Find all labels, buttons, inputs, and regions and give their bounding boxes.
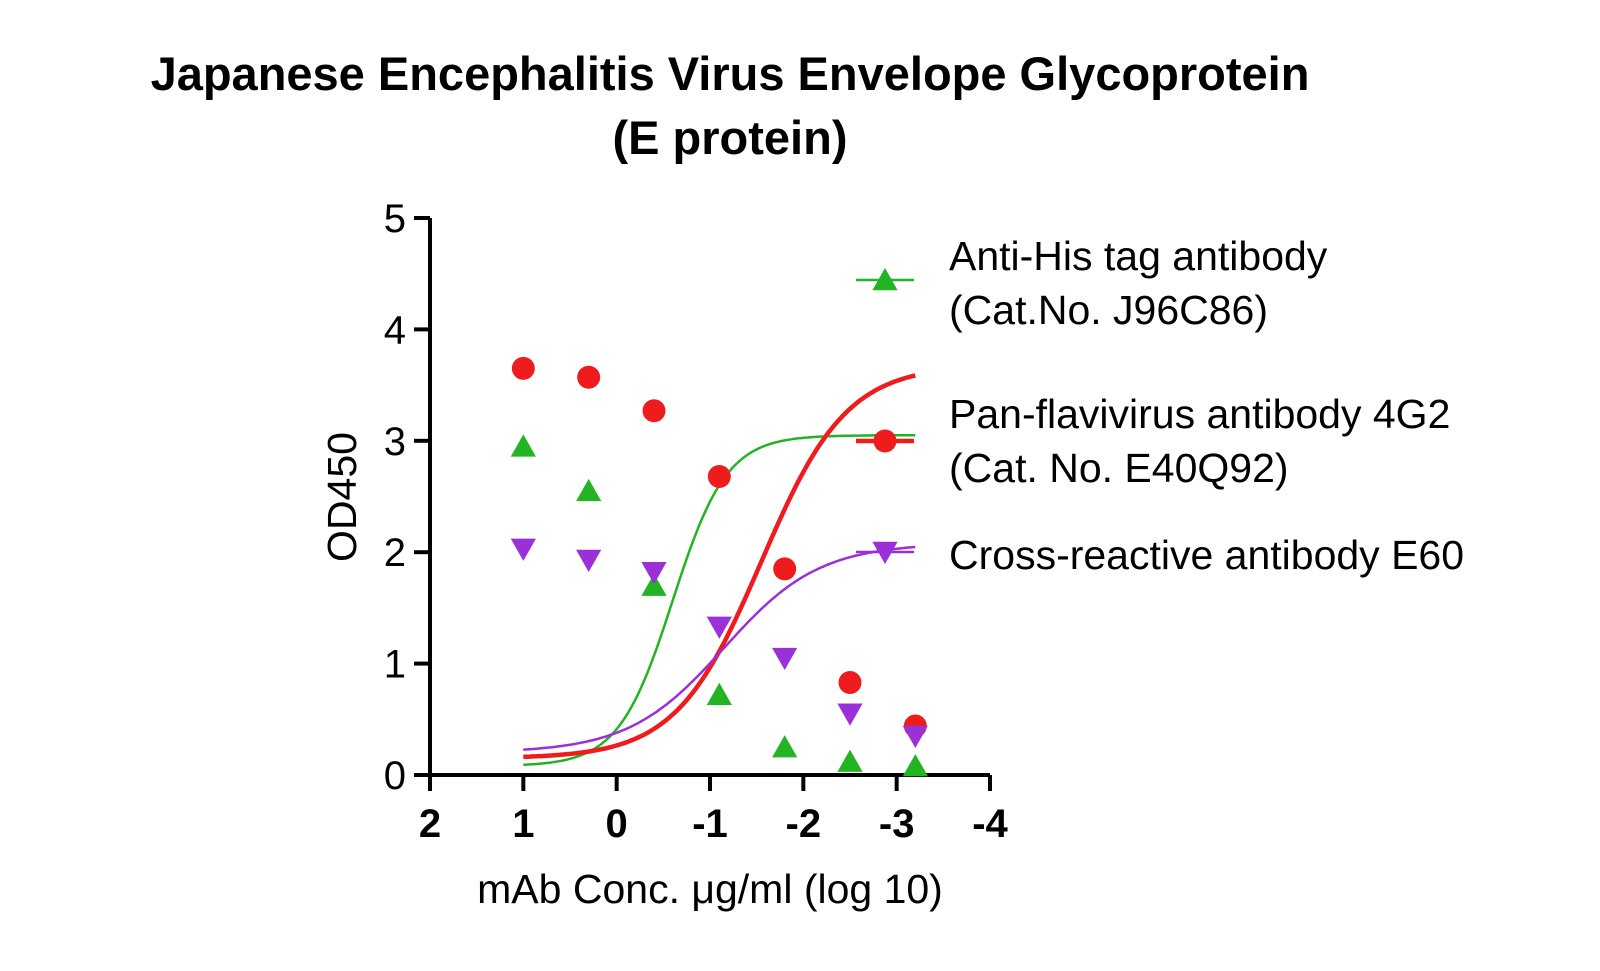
legend-marker-series-2 — [873, 429, 897, 453]
data-point-series-2 — [577, 365, 601, 389]
x-tick-label: -2 — [786, 802, 822, 846]
x-axis-label: mAb Conc. μg/ml (log 10) — [477, 866, 943, 912]
y-tick-label: 3 — [384, 420, 406, 464]
legend-label-series-2: Pan-flavivirus antibody 4G2 — [949, 391, 1450, 437]
y-axis-label: OD450 — [319, 432, 365, 562]
legend-sublabel-series-2: (Cat. No. E40Q92) — [949, 445, 1289, 491]
data-point-series-3 — [576, 549, 602, 572]
fit-curve-series-3 — [523, 545, 916, 751]
data-point-series-2 — [642, 399, 666, 423]
y-ticks: 0 1 2 3 4 5 — [384, 197, 430, 798]
legend-marker-series-1 — [872, 268, 898, 291]
x-tick-label: 0 — [606, 802, 628, 846]
data-point-series-1 — [902, 754, 928, 777]
data-point-series-1 — [510, 434, 536, 457]
data-point-series-1 — [576, 478, 602, 502]
data-point-series-3 — [706, 616, 732, 639]
data-point-series-2 — [838, 671, 862, 695]
data-point-series-3 — [641, 562, 667, 585]
x-tick-label: -3 — [879, 802, 915, 846]
data-point-series-2 — [773, 557, 797, 581]
axes — [428, 218, 990, 777]
data-point-series-3 — [510, 538, 536, 561]
y-tick-label: 0 — [384, 754, 406, 798]
y-tick-label: 5 — [384, 197, 406, 241]
data-point-series-3 — [772, 647, 798, 671]
chart-title-line1: Japanese Encephalitis Virus Envelope Gly… — [150, 47, 1310, 100]
x-tick-label: -1 — [692, 802, 728, 846]
data-point-series-2 — [707, 464, 731, 488]
data-points — [510, 356, 928, 777]
x-tick-label: -4 — [972, 802, 1008, 846]
data-point-series-1 — [706, 682, 732, 705]
data-point-series-1 — [641, 573, 667, 596]
x-ticks: 2 1 0 -1 -2 -3 -4 — [419, 775, 1009, 846]
legend: Anti-His tag antibody (Cat.No. J96C86) Pan… — [856, 233, 1464, 578]
data-point-series-3 — [837, 703, 863, 726]
chart-title-line2: (E protein) — [612, 111, 848, 164]
data-point-series-1 — [837, 749, 863, 772]
x-tick-label: 1 — [512, 802, 534, 846]
data-point-series-2 — [511, 356, 535, 380]
legend-label-series-1: Anti-His tag antibody — [949, 233, 1328, 279]
y-tick-label: 4 — [384, 308, 406, 352]
data-point-series-1 — [772, 735, 798, 758]
legend-label-series-3: Cross-reactive antibody E60 — [949, 532, 1464, 578]
x-tick-label: 2 — [419, 802, 441, 846]
legend-marker-series-3 — [872, 541, 898, 564]
y-tick-label: 1 — [384, 643, 406, 687]
y-tick-label: 2 — [384, 531, 406, 575]
legend-sublabel-series-1: (Cat.No. J96C86) — [949, 287, 1268, 333]
data-point-series-3 — [902, 725, 928, 749]
